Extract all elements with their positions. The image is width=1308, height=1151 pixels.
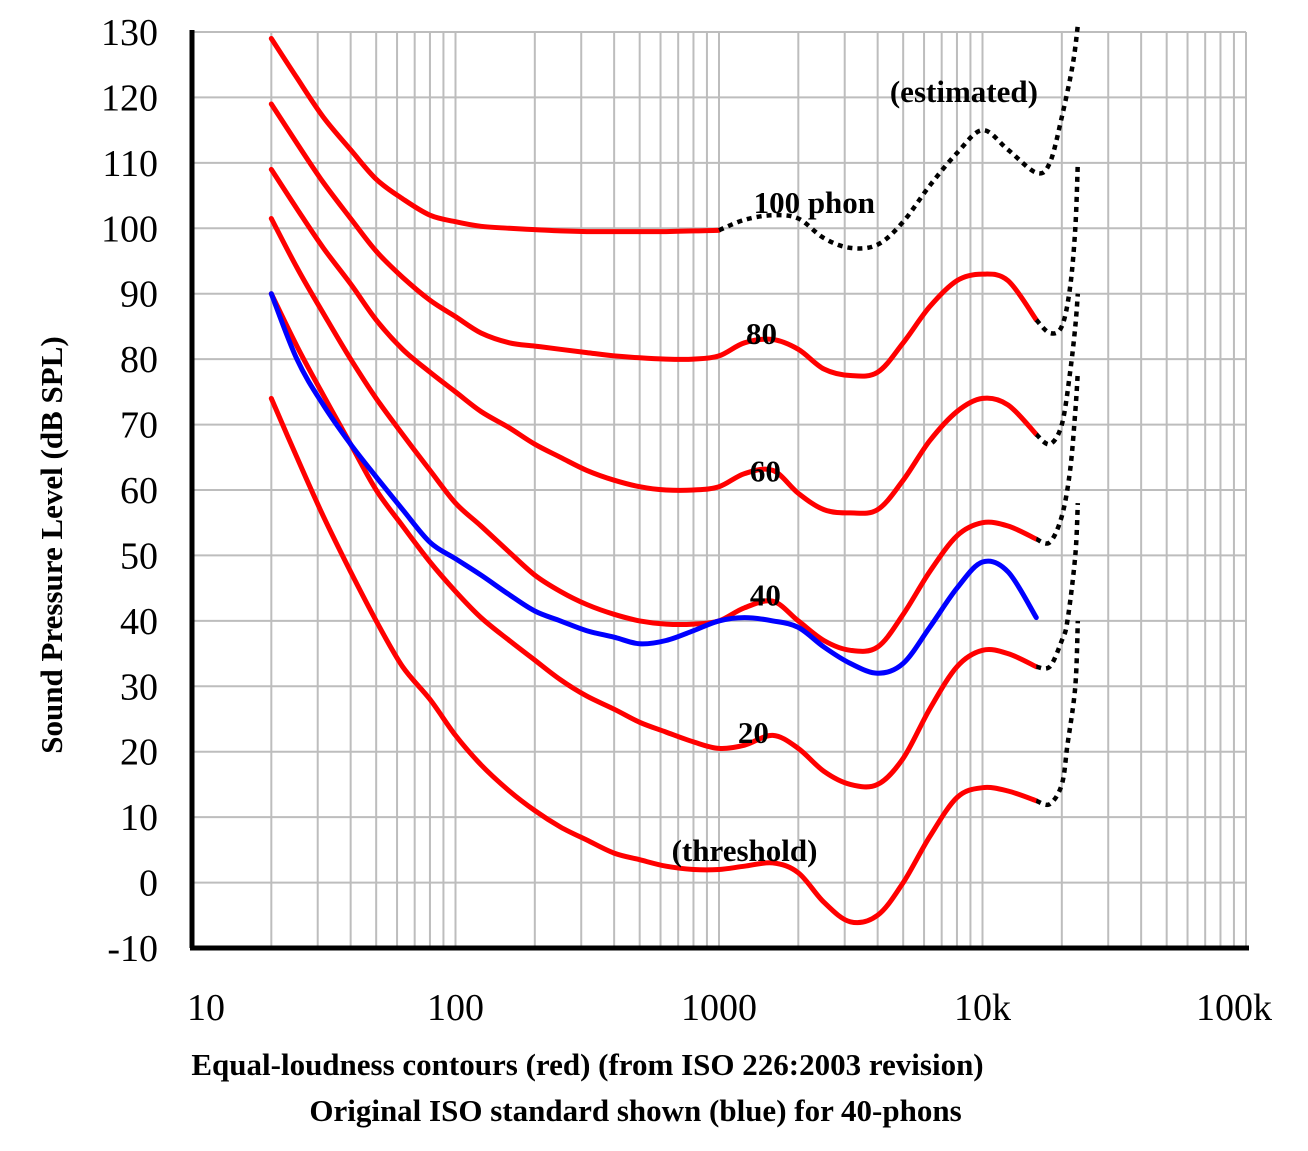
curve-annotations: (estimated) 100 phon 80 60 40 20 (threshold) <box>672 74 1038 868</box>
y-tick-label: 90 <box>120 274 158 316</box>
curve-annotation: 20 <box>738 715 769 750</box>
x-tick-label: 100 <box>427 987 484 1029</box>
iso226-contour-line <box>268 216 1039 654</box>
y-tick-label: 20 <box>120 732 158 774</box>
curve-annotation: 100 phon <box>754 185 875 220</box>
x-tick-label: 10 <box>187 987 225 1029</box>
original-iso-40-phon-line <box>268 291 1039 676</box>
iso226-contour-line <box>268 291 1039 790</box>
x-tick-label: 1000 <box>681 987 757 1029</box>
y-tick-label: 10 <box>120 797 158 839</box>
caption-line-1: Equal-loudness contours (red) (from ISO … <box>191 1047 984 1082</box>
estimated-contour-line <box>1035 372 1081 546</box>
y-tick-label: 110 <box>102 143 158 185</box>
iso226-contour-line <box>268 101 1039 379</box>
y-tick-label: 30 <box>120 666 158 708</box>
estimated-contour-line <box>718 25 1081 251</box>
curve-annotation: 80 <box>746 316 777 351</box>
y-tick-label: 40 <box>120 601 158 643</box>
y-tick-label: 70 <box>120 405 158 447</box>
y-tick-label: -10 <box>107 928 158 970</box>
iso226-contour-line <box>268 36 722 235</box>
y-tick-label: 100 <box>101 208 158 250</box>
chart-series <box>268 25 1081 926</box>
y-tick-label: 60 <box>120 470 158 512</box>
estimated-contour-line <box>1034 293 1081 447</box>
caption-line-2: Original ISO standard shown (blue) for 4… <box>309 1093 962 1128</box>
estimated-contour-line <box>1035 502 1081 671</box>
y-axis-label: Sound Pressure Level (dB SPL) <box>34 336 69 753</box>
curve-annotation: (estimated) <box>890 74 1038 109</box>
estimated-contour-line <box>1035 620 1081 808</box>
chart-axes <box>189 30 1249 951</box>
curve-annotation: 60 <box>750 453 781 488</box>
estimated-contour-line <box>1034 162 1081 336</box>
y-tick-label: 120 <box>101 77 158 119</box>
x-tick-label: 100k <box>1196 987 1272 1029</box>
y-tick-label: 130 <box>101 12 158 54</box>
x-tick-label: 10k <box>954 987 1011 1029</box>
curve-annotation: 40 <box>750 578 781 613</box>
iso226-contour-line <box>268 166 1039 516</box>
y-tick-label: 80 <box>120 339 158 381</box>
chart-grid <box>192 31 1247 948</box>
y-tick-label: 0 <box>139 863 158 905</box>
curve-annotation: (threshold) <box>672 833 818 868</box>
iso226-contour-line <box>268 395 1039 926</box>
y-tick-label: 50 <box>120 535 158 577</box>
x-tick-labels: 10 100 1000 10k 100k <box>187 987 1272 1029</box>
